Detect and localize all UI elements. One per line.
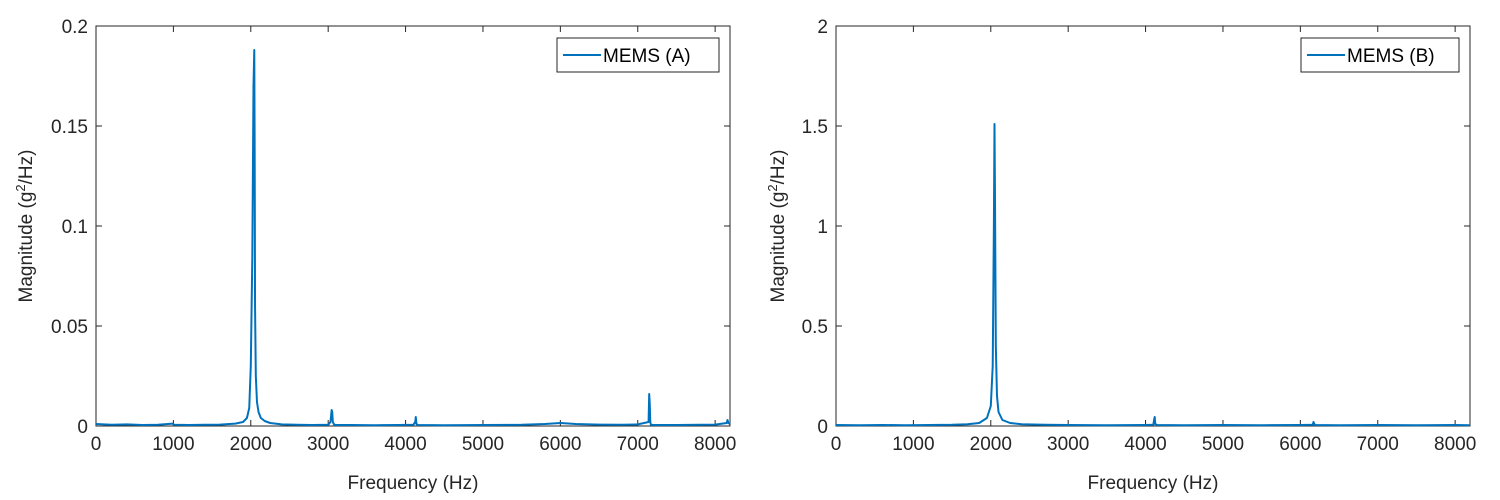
y-tick-labels: 0 0.5 1 1.5 2 bbox=[802, 17, 828, 438]
chart-panel-a: 0 1000 2000 3000 4000 5000 6000 7000 8000 00.050… bbox=[13, 17, 737, 494]
axes-box bbox=[835, 25, 1471, 427]
y-tick-label: 0.1 bbox=[62, 217, 88, 238]
y-axis-title-unit: /Hz) bbox=[768, 150, 789, 185]
x-tick-labels: 0 1000 2000 3000 4000 5000 6000 7000 8000 bbox=[91, 434, 737, 455]
y-tick-label: 0.05 bbox=[51, 317, 88, 338]
x-tick-label: 4000 bbox=[384, 434, 426, 455]
series-line-mems-a bbox=[95, 49, 731, 427]
x-tick-label: 7000 bbox=[1357, 434, 1399, 455]
x-tick-label: 3000 bbox=[307, 434, 349, 455]
y-axis-title-unit: /Hz) bbox=[16, 150, 37, 185]
y-tick-labels: 0 0.05 0.1 0.15 0.2 bbox=[51, 17, 88, 438]
y-tick-label: 0.15 bbox=[51, 117, 88, 138]
y-tick-label: 0.5 bbox=[802, 317, 828, 338]
x-tick-label: 6000 bbox=[1279, 434, 1321, 455]
x-tick-label: 8000 bbox=[694, 434, 736, 455]
y-tick-label: 1.5 bbox=[802, 117, 828, 138]
y-axis-title-superscript: 2 bbox=[13, 184, 28, 191]
legend-label: MEMS (B) bbox=[1347, 46, 1435, 67]
legend-label: MEMS (A) bbox=[603, 46, 691, 67]
x-tick-label: 2000 bbox=[970, 434, 1012, 455]
x-tick-labels: 0 1000 2000 3000 4000 5000 6000 7000 8000 bbox=[831, 434, 1477, 455]
x-axis-title: Frequency (Hz) bbox=[1088, 473, 1219, 494]
chart-panel-b: 0 1000 2000 3000 4000 5000 6000 7000 8000 0 0.5 1 1… bbox=[765, 17, 1477, 494]
x-tick-label: 8000 bbox=[1434, 434, 1476, 455]
legend: MEMS (A) bbox=[556, 37, 720, 73]
y-axis-title-superscript: 2 bbox=[765, 184, 780, 191]
x-tick-label: 3000 bbox=[1047, 434, 1089, 455]
series-line-mems-b bbox=[835, 123, 1471, 427]
y-axis-title: Magnitude (g2/Hz) bbox=[13, 150, 38, 303]
y-tick-label: 0 bbox=[77, 417, 88, 438]
y-axis-title-main: Magnitude (g bbox=[768, 192, 789, 303]
x-tick-label: 0 bbox=[831, 434, 842, 455]
y-tick-label: 0.2 bbox=[62, 17, 88, 38]
y-tick-label: 2 bbox=[817, 17, 828, 38]
legend: MEMS (B) bbox=[1300, 37, 1460, 73]
y-axis-title-main: Magnitude (g bbox=[16, 192, 37, 303]
x-tick-label: 5000 bbox=[462, 434, 504, 455]
x-tick-label: 7000 bbox=[617, 434, 659, 455]
y-tick-label: 1 bbox=[817, 217, 828, 238]
y-axis-title: Magnitude (g2/Hz) bbox=[765, 150, 790, 303]
x-tick-label: 6000 bbox=[539, 434, 581, 455]
y-tick-label: 0 bbox=[817, 417, 828, 438]
x-tick-label: 0 bbox=[91, 434, 102, 455]
axes-box bbox=[95, 25, 731, 427]
x-tick-label: 4000 bbox=[1124, 434, 1166, 455]
x-tick-label: 1000 bbox=[892, 434, 934, 455]
x-tick-label: 2000 bbox=[230, 434, 272, 455]
x-tick-label: 5000 bbox=[1202, 434, 1244, 455]
x-tick-label: 1000 bbox=[152, 434, 194, 455]
x-axis-title: Frequency (Hz) bbox=[348, 473, 479, 494]
